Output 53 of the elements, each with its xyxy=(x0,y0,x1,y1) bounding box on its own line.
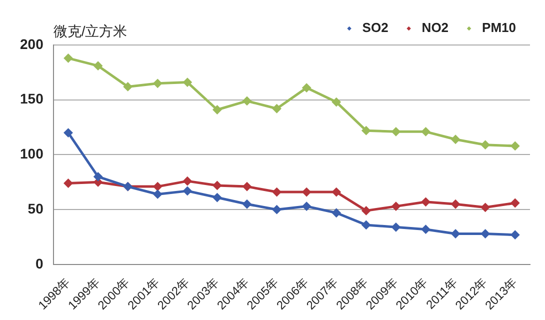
point xyxy=(242,182,252,192)
point xyxy=(182,78,192,87)
legend-label: SO2 xyxy=(362,20,388,36)
point xyxy=(362,206,371,216)
point xyxy=(64,128,73,138)
point xyxy=(510,141,520,150)
point xyxy=(391,202,400,211)
point xyxy=(421,197,430,206)
point xyxy=(362,126,371,136)
point xyxy=(182,186,192,196)
y-tick-label: 0 xyxy=(36,255,44,272)
point xyxy=(153,182,162,192)
point xyxy=(64,54,73,63)
y-tick-label: 100 xyxy=(20,146,44,162)
point xyxy=(272,188,282,197)
y-tick-label: 200 xyxy=(20,36,44,52)
point xyxy=(391,127,400,136)
point xyxy=(332,208,341,218)
point xyxy=(153,190,162,199)
legend-label: NO2 xyxy=(422,20,449,36)
point xyxy=(332,98,341,107)
point xyxy=(64,178,73,188)
point xyxy=(302,202,312,211)
legend-label: PM10 xyxy=(482,20,516,36)
point xyxy=(182,176,192,186)
point xyxy=(123,82,132,92)
point xyxy=(480,229,490,238)
point xyxy=(272,205,282,214)
point xyxy=(362,220,371,230)
point xyxy=(480,140,490,150)
point xyxy=(510,198,520,208)
point xyxy=(212,193,222,202)
point xyxy=(451,134,460,144)
point xyxy=(302,83,312,92)
point xyxy=(242,96,252,106)
point xyxy=(94,61,103,70)
point xyxy=(272,104,282,114)
point xyxy=(212,180,222,190)
point xyxy=(451,200,460,209)
y-tick-label: 150 xyxy=(20,90,44,107)
point xyxy=(153,78,162,88)
point xyxy=(480,202,490,212)
point xyxy=(302,188,312,197)
point xyxy=(332,188,341,197)
point xyxy=(391,222,400,232)
y-axis-title: 微克/立方米 xyxy=(53,22,128,39)
point xyxy=(242,200,252,209)
point xyxy=(212,105,222,114)
point xyxy=(421,127,430,136)
point xyxy=(510,230,520,240)
point xyxy=(421,224,430,234)
y-tick-label: 50 xyxy=(28,200,44,216)
point xyxy=(94,172,103,182)
